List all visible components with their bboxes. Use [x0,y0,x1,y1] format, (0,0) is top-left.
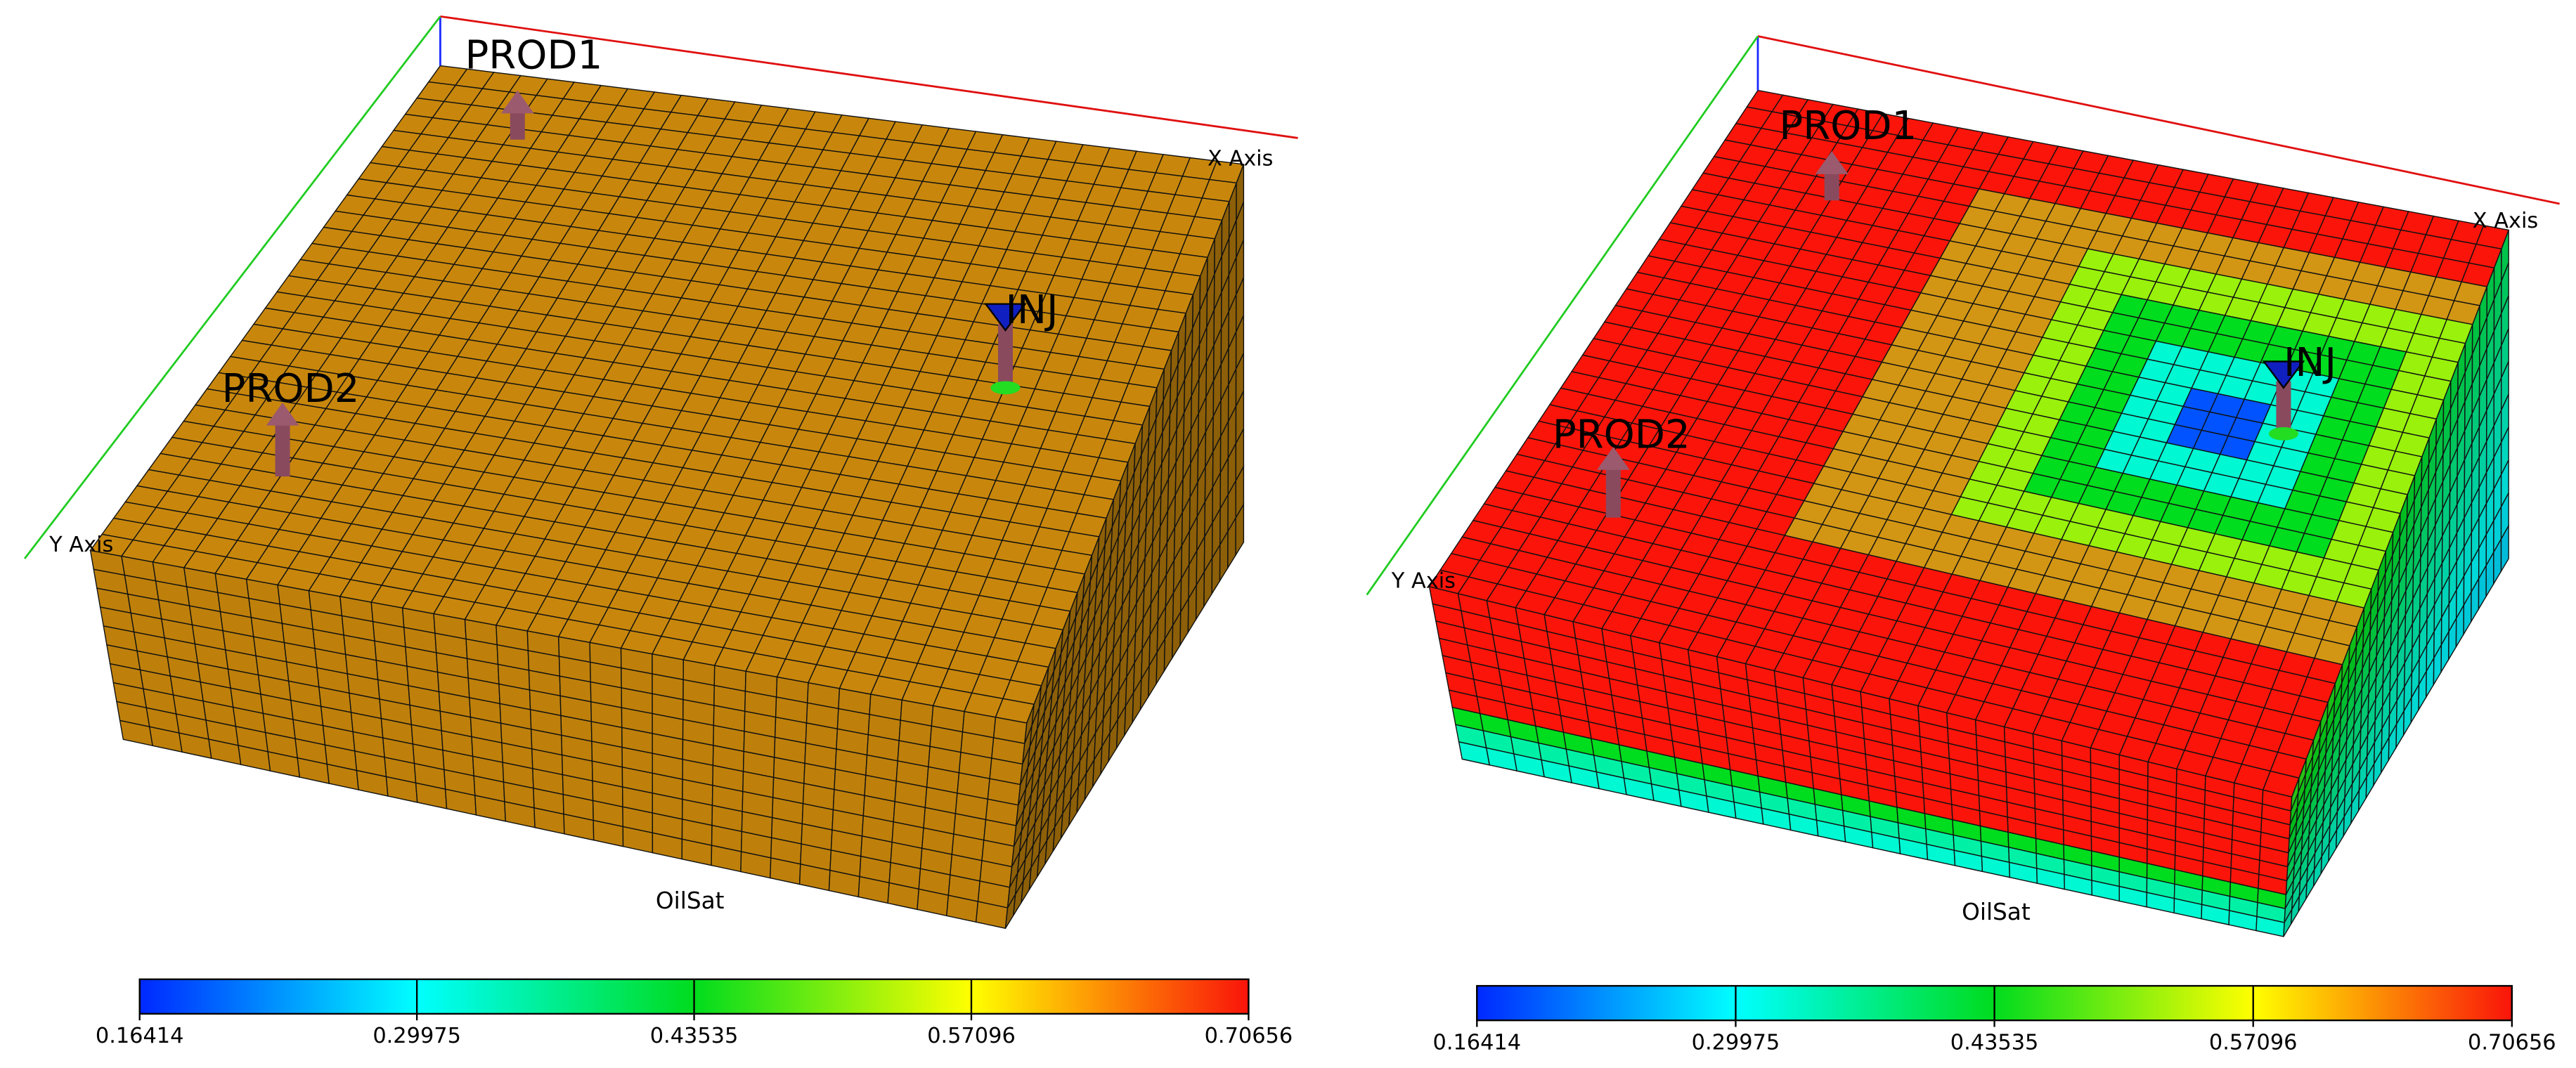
producer-arrow [266,402,299,426]
y-axis-line [23,15,441,559]
reservoir-view [89,65,1245,930]
variable-label: OilSat [1962,899,2031,925]
x-axis-line [1757,35,2560,205]
well-label: PROD1 [1779,103,1917,149]
colorbar-tick-label: 0.29975 [373,1024,461,1048]
producer-arrow [500,90,534,114]
grid-cell [1235,502,1245,557]
colorbar-tick-label: 0.57096 [927,1024,1016,1048]
well-label: INJ [1005,287,1058,333]
colorbar-tick-label: 0.70656 [1205,1024,1293,1048]
y-axis-line [1366,35,1759,596]
producer-arrow [1596,447,1630,470]
injector-base [990,381,1021,395]
grid-cell [2500,523,2509,573]
grid-cell [995,698,1035,724]
injector-cap [984,303,1027,332]
reservoir-view [1428,89,2510,937]
colorbar-tick-label: 0.57096 [2209,1030,2298,1055]
variable-label: OilSat [656,887,725,914]
y-axis-label: Y Axis [48,533,113,557]
grid-cell [2262,770,2300,797]
producer-arrow [1815,151,1849,174]
colorbar-tick-label: 0.16414 [1433,1030,1522,1055]
well-label: PROD2 [1553,412,1690,458]
x-axis-line [440,15,1298,139]
x-axis-label: X Axis [1208,146,1273,171]
colorbar-tick-label: 0.16414 [96,1024,184,1048]
y-axis-label: Y Axis [1391,568,1456,593]
x-axis-label: X Axis [2473,209,2538,233]
well-label: INJ [2284,340,2336,386]
well-label: PROD1 [465,32,602,78]
colorbar-tick-label: 0.43535 [650,1024,739,1048]
injector-base [2268,427,2298,441]
colorbar-tick-label: 0.70656 [2468,1030,2556,1055]
colorbar-tick-label: 0.43535 [1950,1030,2039,1055]
well-label: PROD2 [222,366,360,412]
injector-cap [2262,360,2305,389]
colorbar-tick-label: 0.29975 [1692,1030,1780,1055]
